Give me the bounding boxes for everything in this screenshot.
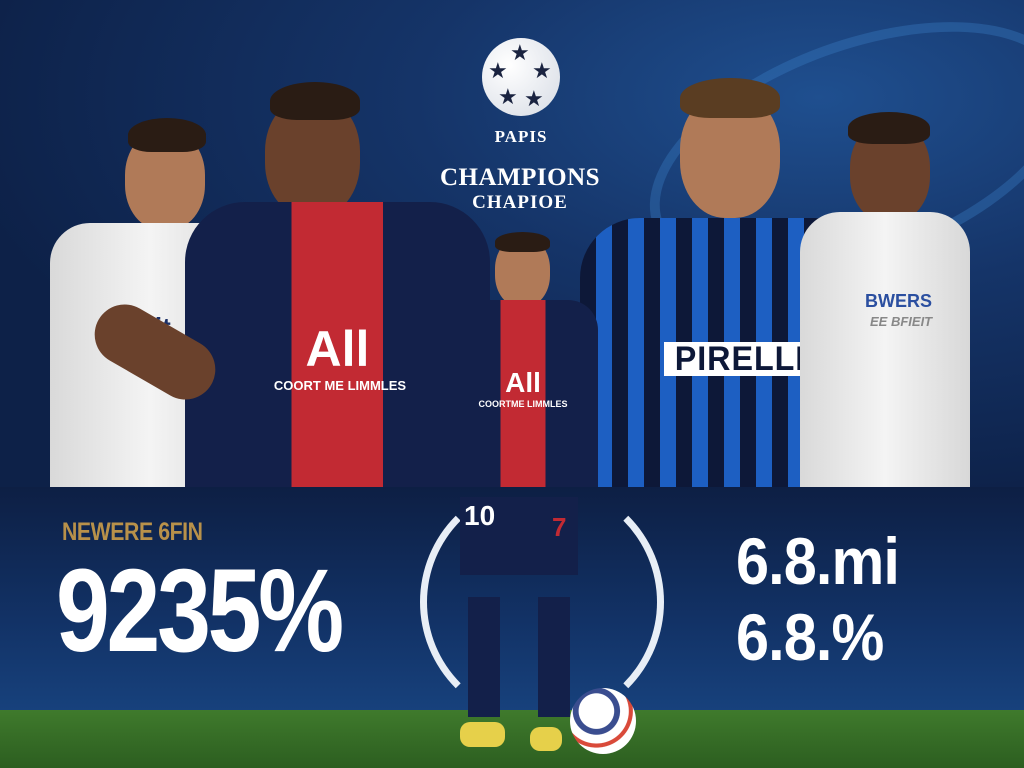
football [570,688,636,754]
jersey-sponsor-sub: EE BFIEIT [870,314,933,329]
jersey [185,202,490,488]
player-hair [270,82,360,120]
jersey-sponsor: All [305,321,370,377]
shorts-number-left: 10 [464,500,496,531]
player-psg-center: All COORTME LIMMLES [430,232,610,500]
left-stat-value: 9235% [56,545,344,677]
right-stat-value-top: 6.8.mi [736,524,900,598]
jersey [800,212,970,488]
player-hair [680,78,780,118]
player-hair [848,112,930,144]
jersey-sponsor: All [505,367,541,398]
right-stat-value-bottom: 6.8.% [736,600,884,674]
shorts [460,497,578,575]
sock-right [538,597,570,717]
player-hair [128,118,206,152]
jersey [448,300,598,500]
player-hair [495,232,550,252]
player-right-white: BWERS EE BFIEIT [800,112,990,488]
sock-left [468,597,500,717]
logo-arc-text: PAPIS [494,127,548,146]
shorts-number-right: 7 [552,512,567,542]
player-psg-main: All COORT ME LIMMLES [83,82,490,488]
jersey-sponsor: BWERS [865,291,932,311]
logo-title: CHAMPIONS [439,164,601,191]
starball-icon: ★ ★ ★ ★ ★ [482,38,560,116]
jersey-sponsor: PIRELLI [664,342,816,376]
boot-right [530,727,562,751]
decorative-ring [420,480,664,724]
boot-left [460,722,505,747]
jersey-sponsor-sub: COORTME LIMMLES [478,399,568,409]
logo-subtitle: CHAPIOE [472,192,568,213]
jersey-sponsor-sub: COORT ME LIMMLES [273,378,407,393]
left-stat-label: NEWERE 6FIN [62,518,203,546]
